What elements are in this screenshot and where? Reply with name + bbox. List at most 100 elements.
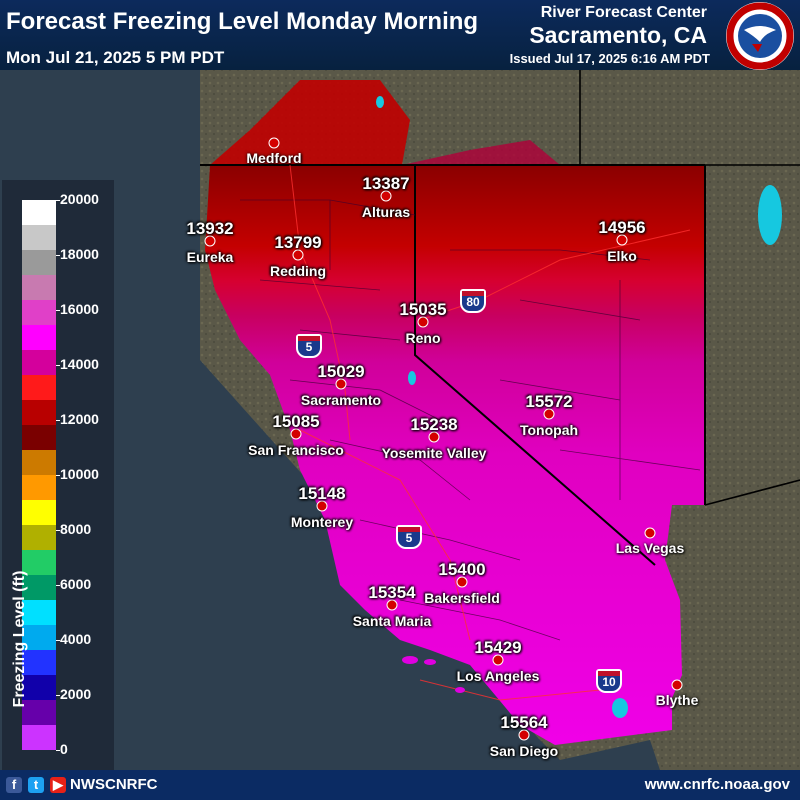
station-value: 15429 bbox=[474, 638, 522, 657]
legend-tick-label: 18000 bbox=[60, 246, 99, 262]
station-marker[interactable] bbox=[428, 431, 440, 443]
footer-bar: f t ▶ NWSCNRFC www.cnrfc.noaa.gov bbox=[0, 770, 800, 800]
station-value: 15029 bbox=[317, 362, 365, 381]
legend-tick-label: 10000 bbox=[60, 466, 99, 482]
valid-time: Mon Jul 21, 2025 5 PM PDT bbox=[6, 48, 225, 67]
station-name: Reno bbox=[405, 330, 441, 346]
youtube-icon[interactable]: ▶ bbox=[50, 777, 66, 793]
station-marker[interactable] bbox=[290, 428, 302, 440]
legend-tick-label: 0 bbox=[60, 741, 68, 757]
nws-logo bbox=[726, 2, 794, 70]
station-name: Yosemite Valley bbox=[381, 445, 487, 461]
colorbar-segment bbox=[22, 600, 56, 626]
station-marker[interactable] bbox=[386, 599, 398, 611]
city-label: Blythe bbox=[655, 692, 699, 708]
colorbar-segment bbox=[22, 250, 56, 276]
station-marker[interactable] bbox=[456, 576, 468, 588]
station-value: 15572 bbox=[525, 392, 573, 411]
interstate-shield-icon: 5 bbox=[296, 334, 322, 358]
station-value: 15238 bbox=[410, 415, 458, 434]
interstate-shield-icon: 80 bbox=[460, 289, 486, 313]
station-name: Los Angeles bbox=[456, 668, 540, 684]
station-value: 15148 bbox=[298, 484, 346, 503]
station-marker[interactable] bbox=[518, 729, 530, 741]
city-marker[interactable] bbox=[671, 679, 683, 691]
station-value: 14956 bbox=[598, 218, 646, 237]
station-marker[interactable] bbox=[543, 408, 555, 420]
station-value: 15035 bbox=[399, 300, 447, 319]
city-marker[interactable] bbox=[268, 137, 280, 149]
legend-tick-label: 2000 bbox=[60, 686, 92, 702]
legend-tick-mark bbox=[56, 640, 60, 641]
station-value: 13387 bbox=[362, 174, 410, 193]
colorbar-segment bbox=[22, 200, 56, 226]
station-name: Bakersfield bbox=[424, 590, 500, 606]
station-name: San Francisco bbox=[248, 442, 344, 458]
city-marker[interactable] bbox=[644, 527, 656, 539]
station-marker[interactable] bbox=[616, 234, 628, 246]
station-name: Alturas bbox=[361, 204, 411, 220]
colorbar-segment bbox=[22, 225, 56, 251]
station-marker[interactable] bbox=[492, 654, 504, 666]
colorbar-segment bbox=[22, 475, 56, 501]
station-value: 15085 bbox=[272, 412, 320, 431]
station-marker[interactable] bbox=[417, 316, 429, 328]
colorbar-segment bbox=[22, 425, 56, 451]
colorbar-segment bbox=[22, 550, 56, 576]
legend-tick-mark bbox=[56, 475, 60, 476]
colorbar-segment bbox=[22, 500, 56, 526]
legend-tick-mark bbox=[56, 585, 60, 586]
office-name: Sacramento, CA bbox=[529, 22, 707, 48]
website-url[interactable]: www.cnrfc.noaa.gov bbox=[644, 776, 790, 793]
legend-tick-label: 6000 bbox=[60, 576, 92, 592]
station-marker[interactable] bbox=[292, 249, 304, 261]
station-marker[interactable] bbox=[316, 500, 328, 512]
colorbar-segment bbox=[22, 400, 56, 426]
colorbar-segment bbox=[22, 675, 56, 701]
colorbar-segment bbox=[22, 450, 56, 476]
station-value: 15400 bbox=[438, 560, 486, 579]
station-name: Monterey bbox=[290, 514, 354, 530]
legend-tick-label: 14000 bbox=[60, 356, 99, 372]
station-value: 13932 bbox=[186, 219, 234, 238]
city-label: Medford bbox=[246, 150, 302, 166]
colorbar-segment bbox=[22, 350, 56, 376]
station-name: San Diego bbox=[489, 743, 559, 759]
colorbar-segment bbox=[22, 525, 56, 551]
station-value: 13799 bbox=[274, 233, 322, 252]
station-name: Eureka bbox=[186, 249, 234, 265]
header-bar: Forecast Freezing Level Monday Morning M… bbox=[0, 0, 800, 70]
colorbar-segment bbox=[22, 625, 56, 651]
legend-tick-mark bbox=[56, 695, 60, 696]
colorbar-segment bbox=[22, 375, 56, 401]
legend-tick-label: 12000 bbox=[60, 411, 99, 427]
legend-tick-mark bbox=[56, 255, 60, 256]
station-name: Tonopah bbox=[519, 422, 579, 438]
colorbar bbox=[22, 200, 56, 750]
colorbar-segment bbox=[22, 700, 56, 726]
colorbar-segment bbox=[22, 300, 56, 326]
station-marker[interactable] bbox=[380, 190, 392, 202]
rfc-label: River Forecast Center bbox=[540, 4, 707, 21]
issued-time: Issued Jul 17, 2025 6:16 AM PDT bbox=[509, 51, 710, 66]
social-handle[interactable]: NWSCNRFC bbox=[70, 776, 158, 793]
station-name: Santa Maria bbox=[352, 613, 432, 629]
station-marker[interactable] bbox=[335, 378, 347, 390]
colorbar-segment bbox=[22, 725, 56, 750]
interstate-shield-icon: 10 bbox=[596, 669, 622, 693]
station-value: 15564 bbox=[500, 713, 548, 732]
station-marker[interactable] bbox=[204, 235, 216, 247]
legend-tick-label: 16000 bbox=[60, 301, 99, 317]
legend-tick-mark bbox=[56, 420, 60, 421]
legend-title: Freezing Level (ft) bbox=[11, 570, 28, 708]
station-name: Elko bbox=[607, 248, 637, 264]
facebook-icon[interactable]: f bbox=[6, 777, 22, 793]
twitter-icon[interactable]: t bbox=[28, 777, 44, 793]
legend-tick-mark bbox=[56, 200, 60, 201]
city-label: Las Vegas bbox=[615, 540, 685, 556]
legend-tick-mark bbox=[56, 365, 60, 366]
legend-tick-label: 20000 bbox=[60, 191, 99, 207]
legend-tick-label: 8000 bbox=[60, 521, 92, 537]
colorbar-legend: 20000 18000 16000 14000 12000 10000 8000 6000 40… bbox=[2, 180, 114, 770]
